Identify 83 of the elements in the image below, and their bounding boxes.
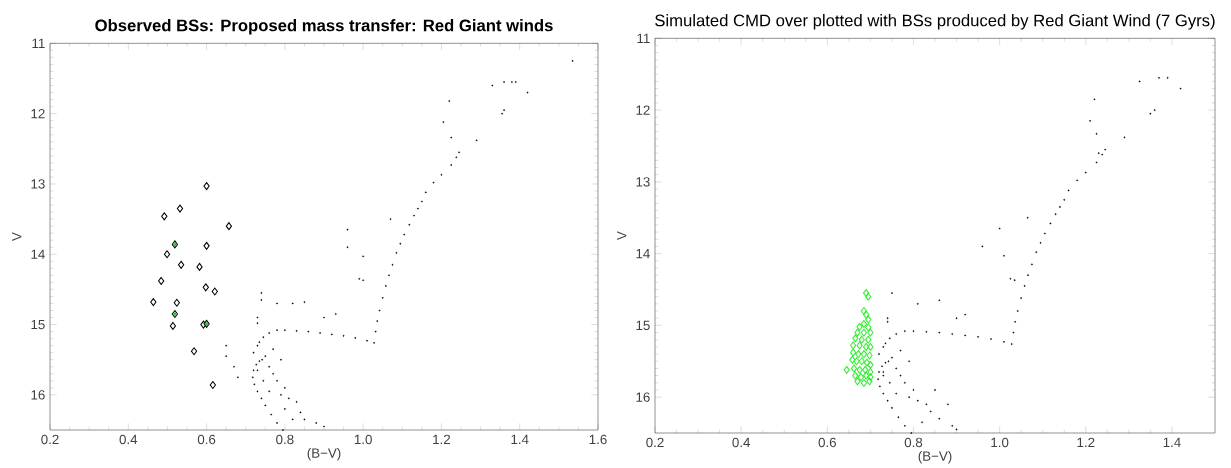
- point: [860, 319, 868, 328]
- point: [865, 315, 872, 324]
- point: [203, 182, 210, 191]
- point: [202, 283, 209, 292]
- y-tick-label: 12: [636, 105, 650, 115]
- point: [853, 357, 860, 366]
- point: [150, 298, 157, 307]
- y-tick-label: 11: [637, 33, 650, 43]
- point: [176, 204, 184, 213]
- point: [158, 276, 165, 285]
- point: [854, 328, 861, 337]
- x-axis-title: (B−V): [918, 450, 952, 464]
- x-tick-label: 1.2: [1077, 437, 1095, 448]
- point: [867, 373, 874, 382]
- x-tick-label: 1.0: [354, 434, 372, 445]
- point: [860, 328, 868, 337]
- y-tick-label: 14: [31, 249, 45, 259]
- point: [867, 368, 874, 377]
- x-axis-title: (B−V): [307, 447, 341, 461]
- x-tick-label: 1.4: [1163, 437, 1181, 447]
- point: [860, 378, 868, 387]
- point: [211, 287, 218, 296]
- x-tick-label: 1.0: [991, 437, 1009, 448]
- point: [865, 323, 872, 332]
- point: [161, 212, 168, 221]
- x-tick-label: 0.2: [646, 437, 664, 448]
- point: [857, 373, 865, 382]
- point: [860, 350, 868, 359]
- chart-title: Simulated CMD over plotted with BSs produced by Red Giant Wind (7 Gyrs): [655, 14, 1215, 30]
- point: [190, 347, 198, 356]
- point: [856, 341, 863, 350]
- point: [850, 341, 857, 350]
- point: [862, 371, 870, 380]
- y-tick-label: 15: [636, 320, 650, 331]
- y-axis-title: V: [12, 232, 22, 242]
- point: [856, 365, 863, 374]
- point: [852, 371, 859, 380]
- x-tick-label: 0.8: [904, 437, 923, 448]
- point: [852, 334, 859, 343]
- x-tick-label: 0.6: [818, 437, 837, 448]
- y-tick-label: 12: [31, 108, 45, 119]
- point: [843, 365, 850, 374]
- point: [850, 348, 857, 357]
- x-tick-label: 0.8: [276, 434, 294, 445]
- point: [850, 364, 858, 373]
- y-tick-label: 16: [31, 390, 45, 400]
- point: [867, 328, 874, 337]
- x-tick-label: 0.4: [119, 434, 138, 445]
- point: [203, 241, 210, 250]
- point: [173, 298, 180, 307]
- point: [177, 260, 185, 269]
- point: [867, 360, 874, 369]
- point: [854, 377, 861, 386]
- point: [858, 335, 865, 344]
- point: [862, 365, 869, 374]
- x-tick-label: 1.6: [589, 434, 607, 445]
- point: [866, 377, 873, 386]
- y-tick-label: 13: [636, 177, 650, 187]
- chart-title: Observed BSs: Proposed mass transfer: Red Giant winds: [95, 19, 553, 35]
- x-tick-label: 0.4: [732, 437, 751, 448]
- point: [209, 381, 216, 390]
- x-tick-label: 0.6: [197, 434, 216, 445]
- point: [867, 342, 874, 351]
- point: [196, 262, 203, 271]
- point: [169, 321, 177, 330]
- point: [866, 351, 873, 360]
- x-tick-label: 1.4: [511, 434, 529, 444]
- y-tick-label: 15: [31, 319, 45, 330]
- point: [856, 322, 863, 331]
- y-tick-label: 16: [636, 392, 650, 402]
- point: [163, 250, 171, 259]
- point: [862, 342, 870, 351]
- point: [225, 222, 233, 231]
- y-axis-title: V: [617, 231, 627, 241]
- point: [855, 350, 862, 359]
- point: [849, 355, 856, 364]
- x-tick-label: 1.2: [433, 434, 451, 445]
- y-tick-label: 11: [32, 38, 45, 48]
- y-tick-label: 13: [31, 179, 45, 189]
- point: [858, 357, 865, 366]
- y-tick-label: 14: [636, 249, 650, 259]
- point: [865, 335, 872, 344]
- x-tick-label: 0.2: [41, 434, 59, 445]
